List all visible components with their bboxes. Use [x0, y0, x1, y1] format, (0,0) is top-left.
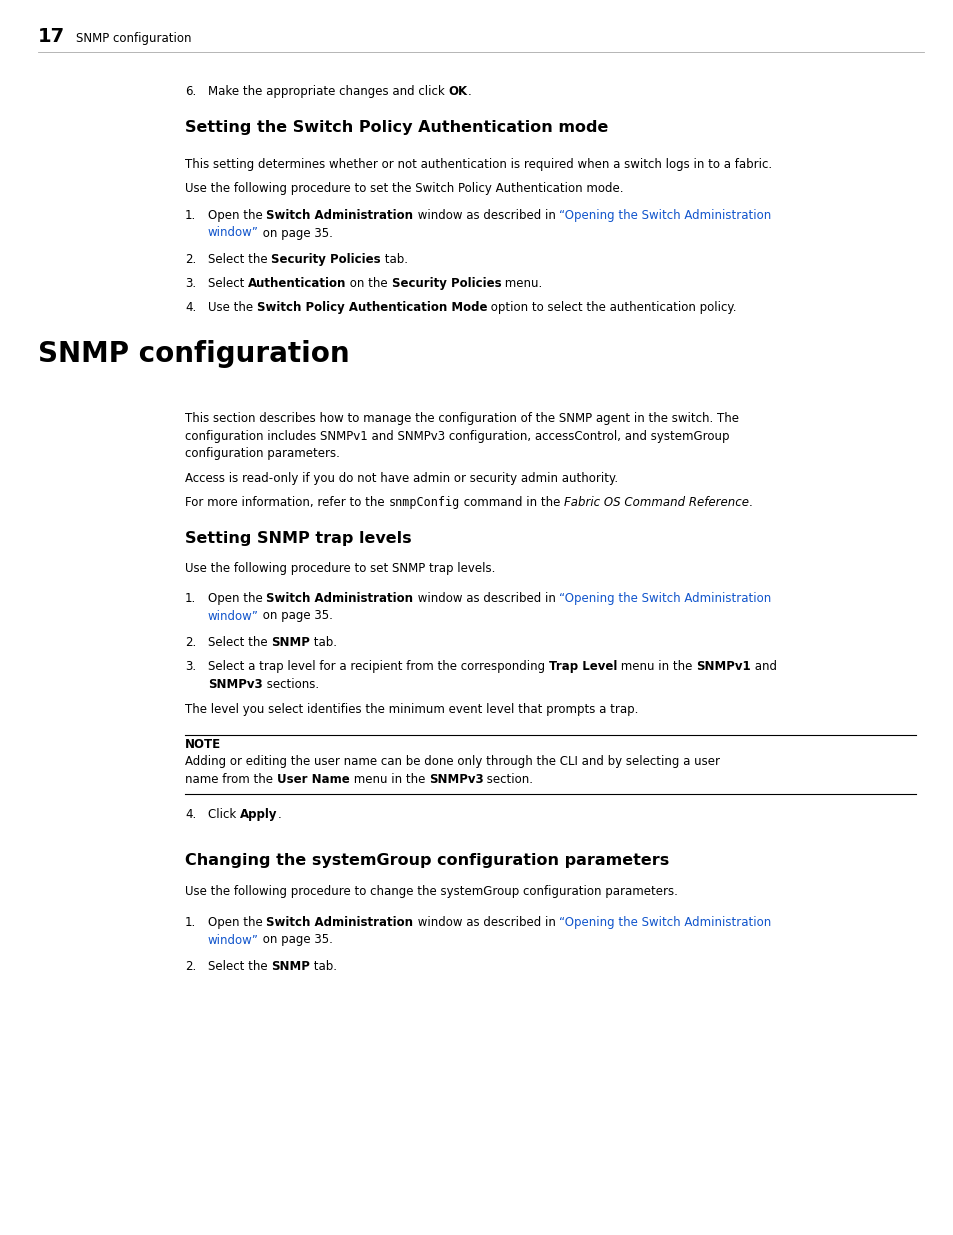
Text: OK: OK: [448, 85, 467, 98]
Text: SNMP configuration: SNMP configuration: [38, 340, 349, 368]
Text: snmpConfig: snmpConfig: [388, 496, 459, 509]
Text: This section describes how to manage the configuration of the SNMP agent in the : This section describes how to manage the…: [185, 412, 739, 425]
Text: This setting determines whether or not authentication is required when a switch : This setting determines whether or not a…: [185, 158, 771, 170]
Text: Select the: Select the: [208, 636, 271, 650]
Text: 2.: 2.: [185, 636, 196, 650]
Text: Changing the systemGroup configuration parameters: Changing the systemGroup configuration p…: [185, 853, 669, 868]
Text: 1.: 1.: [185, 592, 196, 605]
Text: Apply: Apply: [240, 808, 277, 821]
Text: SNMP: SNMP: [271, 636, 310, 650]
Text: window as described in: window as described in: [413, 209, 558, 222]
Text: configuration parameters.: configuration parameters.: [185, 447, 339, 459]
Text: Select a trap level for a recipient from the corresponding: Select a trap level for a recipient from…: [208, 659, 548, 673]
Text: Switch Administration: Switch Administration: [266, 592, 413, 605]
Text: The level you select identifies the minimum event level that prompts a trap.: The level you select identifies the mini…: [185, 703, 638, 716]
Text: .: .: [748, 496, 752, 509]
Text: Use the following procedure to set SNMP trap levels.: Use the following procedure to set SNMP …: [185, 562, 495, 576]
Text: Security Policies: Security Policies: [392, 277, 501, 290]
Text: SNMPv3: SNMPv3: [208, 678, 262, 690]
Text: menu in the: menu in the: [349, 773, 428, 785]
Text: Authentication: Authentication: [248, 277, 346, 290]
Text: Fabric OS Command Reference: Fabric OS Command Reference: [563, 496, 748, 509]
Text: Select the: Select the: [208, 960, 271, 973]
Text: Use the: Use the: [208, 301, 256, 314]
Text: on page 35.: on page 35.: [258, 934, 333, 946]
Text: Make the appropriate changes and click: Make the appropriate changes and click: [208, 85, 448, 98]
Text: command in the: command in the: [459, 496, 563, 509]
Text: and: and: [750, 659, 776, 673]
Text: Open the: Open the: [208, 916, 266, 929]
Text: Select: Select: [208, 277, 248, 290]
Text: section.: section.: [483, 773, 533, 785]
Text: option to select the authentication policy.: option to select the authentication poli…: [487, 301, 736, 314]
Text: window”: window”: [208, 934, 258, 946]
Text: Click: Click: [208, 808, 240, 821]
Text: NOTE: NOTE: [185, 739, 221, 751]
Text: Trap Level: Trap Level: [548, 659, 617, 673]
Text: “Opening the Switch Administration: “Opening the Switch Administration: [558, 592, 771, 605]
Text: tab.: tab.: [310, 960, 337, 973]
Text: tab.: tab.: [310, 636, 337, 650]
Text: Setting SNMP trap levels: Setting SNMP trap levels: [185, 531, 411, 546]
Text: 1.: 1.: [185, 916, 196, 929]
Text: SNMPv1: SNMPv1: [696, 659, 750, 673]
Text: 1.: 1.: [185, 209, 196, 222]
Text: “Opening the Switch Administration: “Opening the Switch Administration: [558, 916, 771, 929]
Text: Adding or editing the user name can be done only through the CLI and by selectin: Adding or editing the user name can be d…: [185, 756, 720, 768]
Text: Open the: Open the: [208, 209, 266, 222]
Text: 17: 17: [38, 27, 65, 46]
Text: Use the following procedure to set the Switch Policy Authentication mode.: Use the following procedure to set the S…: [185, 182, 623, 195]
Text: window”: window”: [208, 226, 258, 240]
Text: SNMPv3: SNMPv3: [428, 773, 483, 785]
Text: Setting the Switch Policy Authentication mode: Setting the Switch Policy Authentication…: [185, 120, 608, 135]
Text: .: .: [277, 808, 281, 821]
Text: Use the following procedure to change the systemGroup configuration parameters.: Use the following procedure to change th…: [185, 885, 678, 898]
Text: on page 35.: on page 35.: [258, 226, 333, 240]
Text: window”: window”: [208, 610, 258, 622]
Text: 4.: 4.: [185, 808, 196, 821]
Text: sections.: sections.: [262, 678, 318, 690]
Text: Switch Administration: Switch Administration: [266, 209, 413, 222]
Text: SNMP: SNMP: [271, 960, 310, 973]
Text: on page 35.: on page 35.: [258, 610, 333, 622]
Text: .: .: [467, 85, 471, 98]
Text: menu in the: menu in the: [617, 659, 696, 673]
Text: “Opening the Switch Administration: “Opening the Switch Administration: [558, 209, 771, 222]
Text: Switch Administration: Switch Administration: [266, 916, 413, 929]
Text: User Name: User Name: [276, 773, 349, 785]
Text: 6.: 6.: [185, 85, 196, 98]
Text: 4.: 4.: [185, 301, 196, 314]
Text: configuration includes SNMPv1 and SNMPv3 configuration, accessControl, and syste: configuration includes SNMPv1 and SNMPv3…: [185, 430, 729, 442]
Text: 3.: 3.: [185, 659, 196, 673]
Text: window as described in: window as described in: [413, 916, 558, 929]
Text: Open the: Open the: [208, 592, 266, 605]
Text: on the: on the: [346, 277, 392, 290]
Text: 2.: 2.: [185, 960, 196, 973]
Text: name from the: name from the: [185, 773, 276, 785]
Text: Select the: Select the: [208, 253, 271, 266]
Text: window as described in: window as described in: [413, 592, 558, 605]
Text: For more information, refer to the: For more information, refer to the: [185, 496, 388, 509]
Text: Access is read-only if you do not have admin or security admin authority.: Access is read-only if you do not have a…: [185, 472, 618, 485]
Text: SNMP configuration: SNMP configuration: [76, 32, 192, 44]
Text: Security Policies: Security Policies: [271, 253, 380, 266]
Text: tab.: tab.: [380, 253, 408, 266]
Text: 3.: 3.: [185, 277, 196, 290]
Text: Switch Policy Authentication Mode: Switch Policy Authentication Mode: [256, 301, 487, 314]
Text: 2.: 2.: [185, 253, 196, 266]
Text: menu.: menu.: [501, 277, 542, 290]
